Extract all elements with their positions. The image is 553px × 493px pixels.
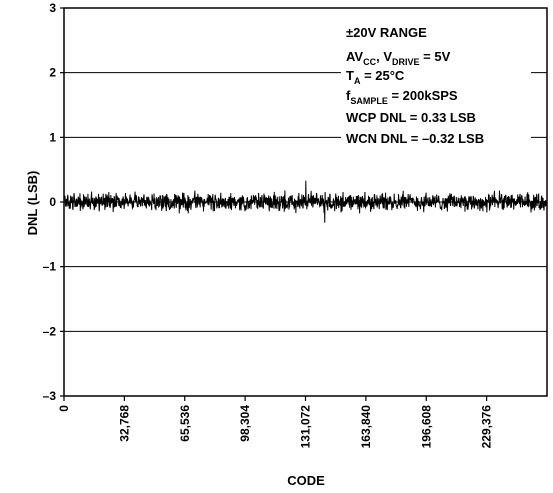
annotation-wcp-dnl: WCP DNL = 0.33 LSB [346, 110, 476, 125]
test-conditions-annotation: ±20V RANGE AVCC, VDRIVE = 5V TA = 25°C f… [346, 25, 484, 146]
annotation-wcn-dnl: WCN DNL = –0.32 LSB [346, 131, 484, 146]
annotation-backdrop [341, 17, 531, 148]
x-axis-title: CODE [287, 473, 325, 488]
x-tick-label: 196,608 [419, 405, 433, 449]
y-axis-title: DNL (LSB) [25, 171, 40, 236]
y-tick-label: 0 [49, 195, 56, 209]
y-tick-labels: –3 –2 –1 0 1 2 3 [43, 1, 57, 403]
y-tick-label: 3 [49, 1, 56, 15]
y-tick-label: –1 [43, 260, 57, 274]
y-tick-label: –2 [43, 324, 57, 338]
annotation-range: ±20V RANGE [346, 25, 427, 40]
y-tick-label: –3 [43, 389, 57, 403]
dnl-series-line [64, 180, 547, 223]
annotation-supply: AVCC, VDRIVE = 5V [346, 49, 451, 67]
x-tick-label: 131,072 [299, 405, 313, 449]
x-tick-labels: 0 32,768 65,536 98,304 131,072 163,840 196,608… [57, 405, 494, 449]
x-tick-label: 229,376 [480, 405, 494, 449]
tick-marks [60, 7, 488, 401]
y-tick-label: 2 [49, 66, 56, 80]
annotation-sample-rate: fSAMPLE = 200kSPS [346, 88, 458, 106]
x-tick-label: 0 [57, 405, 71, 412]
annotation-temperature: TA = 25°C [346, 68, 405, 86]
x-tick-label: 32,768 [117, 405, 131, 442]
y-tick-label: 1 [49, 130, 56, 144]
x-tick-label: 65,536 [178, 405, 192, 442]
x-tick-label: 163,840 [359, 405, 373, 449]
x-tick-label: 98,304 [238, 405, 252, 442]
